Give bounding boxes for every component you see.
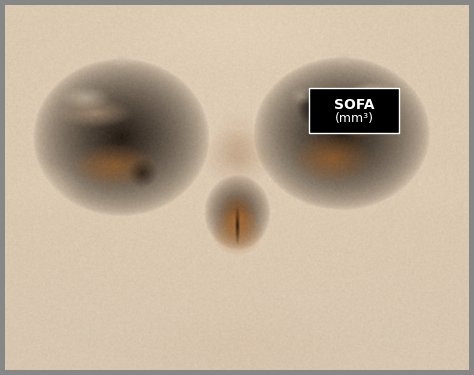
Text: SOFA: SOFA <box>334 98 374 112</box>
Text: (mm³): (mm³) <box>335 112 374 125</box>
FancyBboxPatch shape <box>309 88 399 133</box>
